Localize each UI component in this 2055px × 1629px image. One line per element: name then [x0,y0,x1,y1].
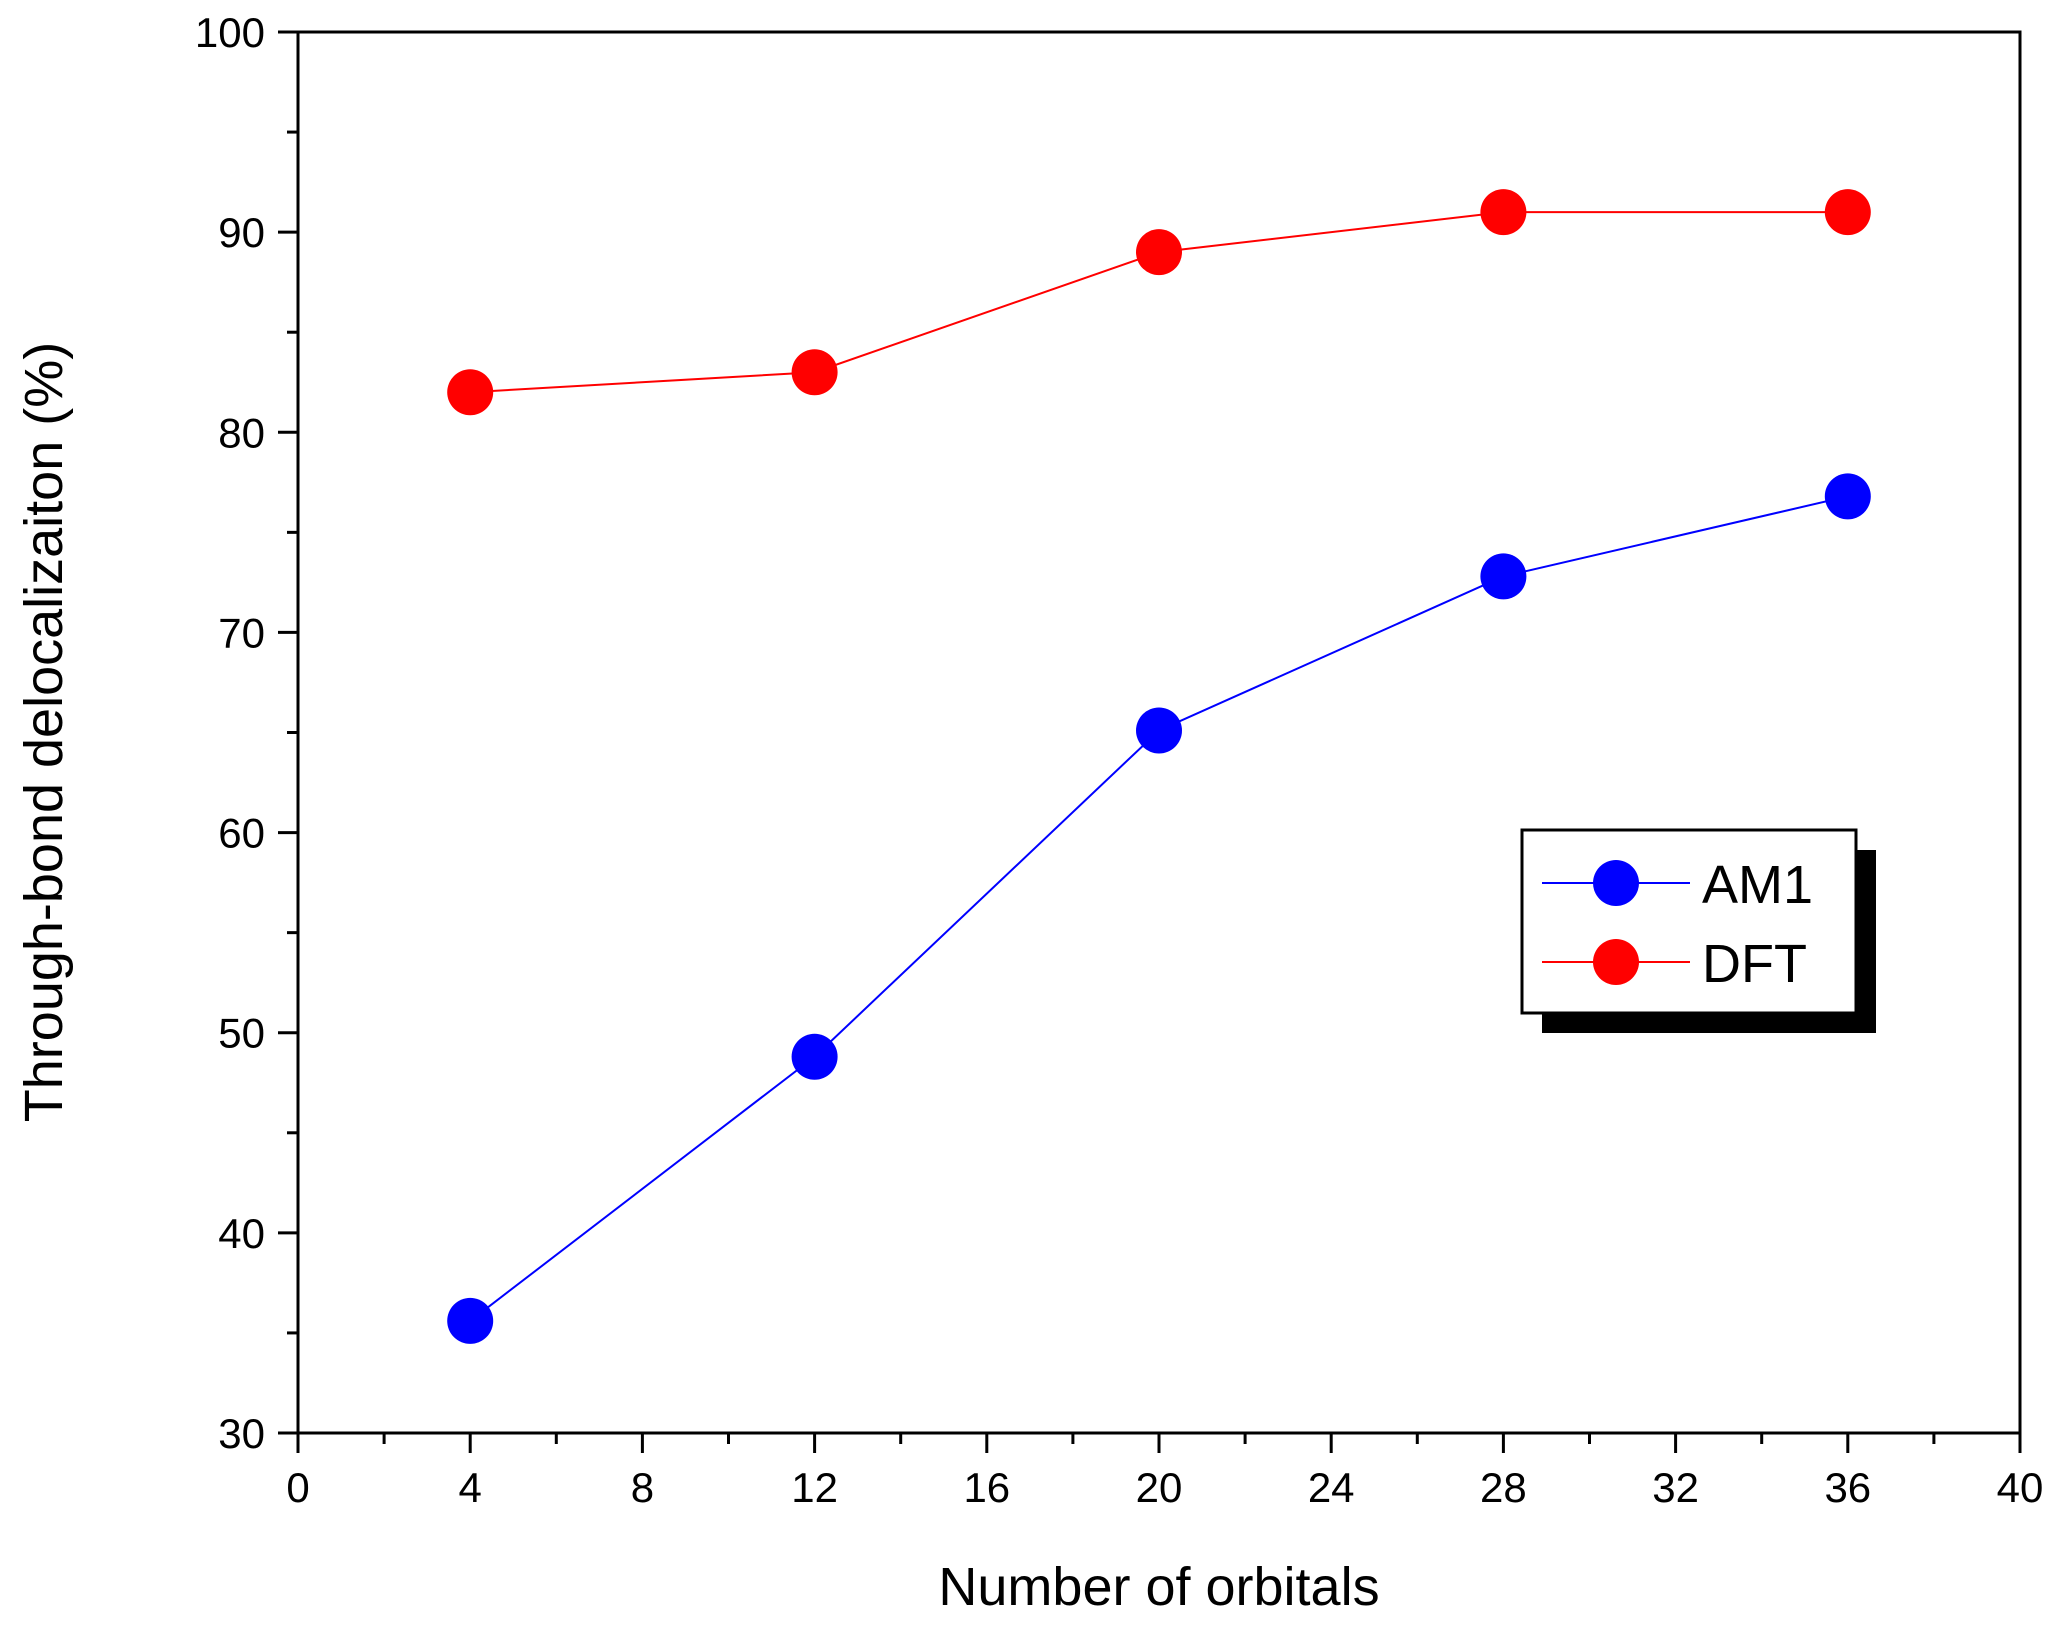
legend-box [1520,828,1858,1015]
x-tick-label: 36 [1824,1464,1871,1511]
series-lines [469,211,1849,1322]
y-tick-label: 90 [218,209,265,256]
x-tick-label: 40 [1997,1464,2044,1511]
data-point-dft [1480,189,1527,236]
x-tick-label: 24 [1308,1464,1355,1511]
legend: AM1 DFT [1520,828,1876,1033]
x-tick-label: 28 [1480,1464,1527,1511]
legend-marker-dft [1593,939,1639,985]
y-axis-title: Through-bond delocalizaiton (%) [14,342,74,1122]
x-axis-title: Number of orbitals [938,1557,1379,1617]
x-tick-label: 8 [631,1464,654,1511]
y-axis-ticks [278,30,298,1435]
x-tick-label: 4 [459,1464,482,1511]
y-tick-label: 50 [218,1010,265,1057]
data-point-dft [1824,189,1871,236]
data-point-dft [1136,229,1182,276]
y-tick-label: 60 [218,810,265,857]
legend-label-dft: DFT [1702,934,1807,994]
x-tick-label: 20 [1136,1464,1183,1511]
x-axis-ticks [296,1433,2022,1453]
y-tick-label: 80 [218,409,265,456]
data-point-am1 [1824,473,1871,520]
y-tick-label: 30 [218,1410,265,1457]
data-point-am1 [1480,553,1527,600]
data-point-am1 [791,1033,838,1080]
data-point-dft [447,369,494,416]
y-tick-label: 70 [218,609,265,656]
data-point-am1 [447,1297,494,1344]
y-tick-label: 100 [195,9,265,56]
series-points [447,189,1871,1344]
x-tick-label: 0 [286,1464,309,1511]
data-point-am1 [1136,707,1182,754]
data-point-dft [791,349,838,396]
legend-label-am1: AM1 [1702,855,1813,915]
legend-marker-am1 [1593,860,1639,906]
x-axis-tick-labels: 0 4 8 12 16 20 24 28 32 36 40 [286,1464,2043,1511]
y-tick-label: 40 [218,1210,265,1257]
y-axis-tick-labels: 30 40 50 60 70 80 90 100 [195,9,265,1457]
x-tick-label: 32 [1652,1464,1699,1511]
x-tick-label: 12 [791,1464,838,1511]
x-tick-label: 16 [963,1464,1010,1511]
